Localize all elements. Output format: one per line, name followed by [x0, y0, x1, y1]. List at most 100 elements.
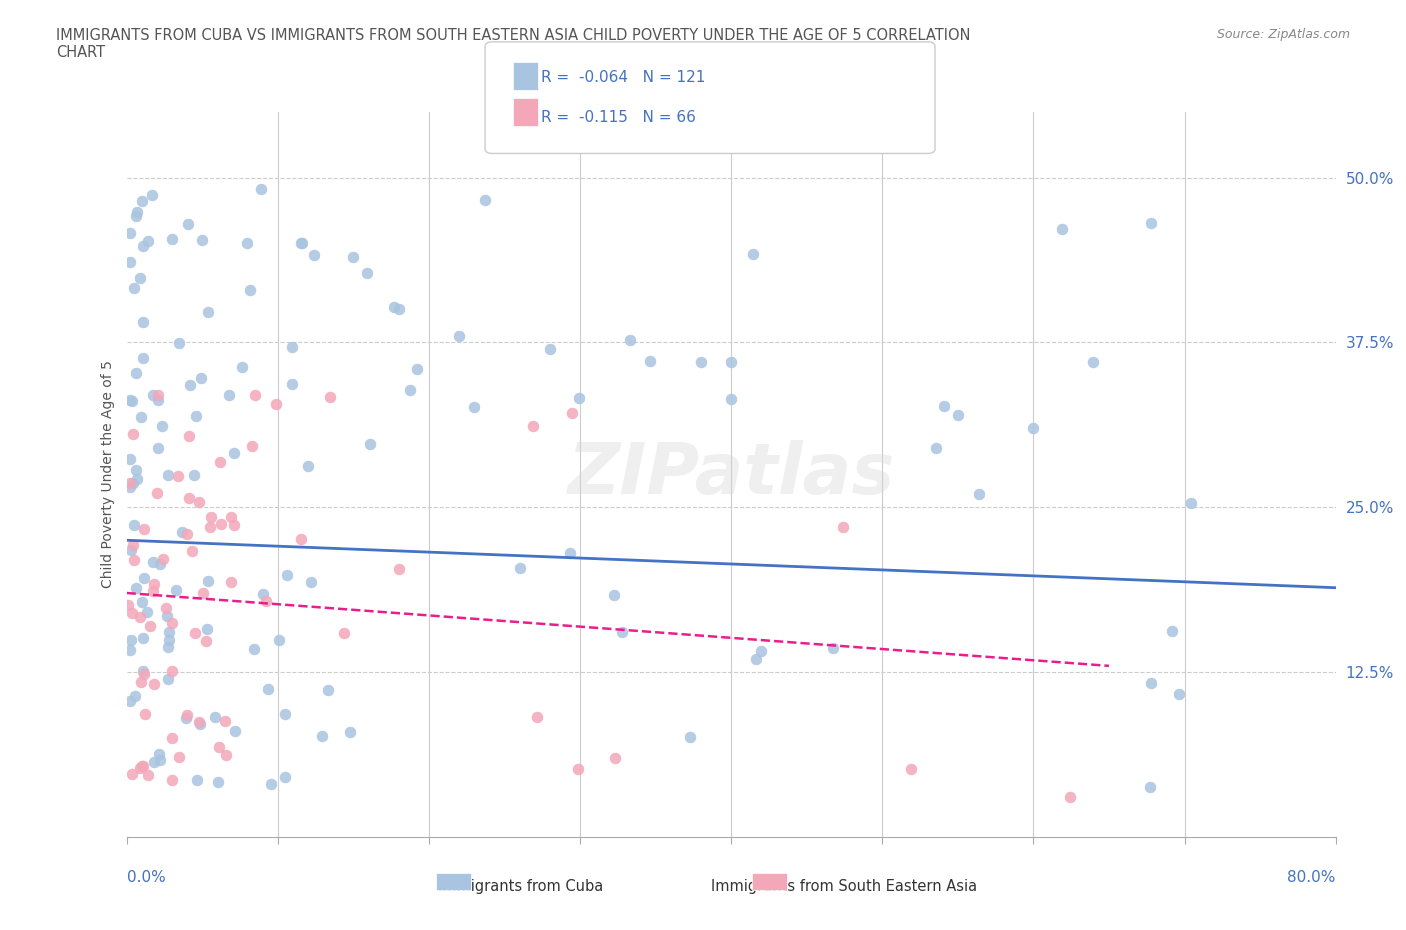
Point: [252, 586, 274, 601]
Point: [120, 475, 142, 490]
Point: [388, 562, 411, 577]
Text: ZIPatlas: ZIPatlas: [568, 440, 894, 509]
Point: [207, 774, 229, 789]
Point: [1161, 624, 1184, 639]
Point: [188, 495, 211, 510]
Point: [118, 226, 141, 241]
Point: [447, 328, 470, 343]
Point: [122, 427, 145, 442]
Point: [638, 353, 661, 368]
Point: [197, 573, 219, 588]
Point: [122, 538, 145, 552]
Point: [152, 551, 174, 566]
Point: [744, 651, 766, 666]
Point: [152, 418, 174, 433]
Point: [142, 584, 165, 599]
Point: [183, 467, 205, 482]
Point: [240, 439, 263, 454]
Text: 80.0%: 80.0%: [1288, 870, 1336, 884]
Point: [124, 581, 146, 596]
Point: [526, 709, 548, 724]
Point: [967, 486, 990, 501]
Point: [509, 560, 531, 575]
Point: [186, 408, 208, 423]
Point: [157, 632, 180, 647]
Point: [122, 518, 145, 533]
Point: [257, 681, 280, 696]
Point: [560, 405, 582, 420]
Point: [221, 574, 243, 589]
Point: [143, 755, 166, 770]
Point: [399, 382, 422, 397]
Point: [281, 377, 304, 392]
Point: [148, 746, 170, 761]
Point: [149, 752, 172, 767]
Point: [405, 362, 427, 377]
Point: [157, 468, 180, 483]
Point: [560, 546, 582, 561]
Point: [239, 283, 262, 298]
Point: [304, 247, 326, 262]
Point: [128, 761, 150, 776]
Point: [219, 510, 242, 525]
Point: [297, 458, 319, 473]
Point: [179, 378, 201, 392]
Point: [131, 759, 153, 774]
Point: [209, 517, 232, 532]
Point: [118, 694, 141, 709]
Point: [832, 519, 855, 534]
Point: [236, 236, 259, 251]
Point: [132, 239, 155, 254]
Point: [1022, 420, 1045, 435]
Point: [214, 713, 236, 728]
Point: [156, 608, 179, 623]
Point: [122, 475, 145, 490]
Point: [311, 729, 333, 744]
Point: [1081, 354, 1104, 369]
Point: [160, 232, 183, 246]
Point: [128, 610, 150, 625]
Point: [1180, 496, 1202, 511]
Point: [122, 552, 145, 567]
Point: [121, 393, 143, 408]
Point: [190, 232, 212, 247]
Point: [132, 631, 155, 645]
Point: [190, 370, 212, 385]
Point: [1139, 215, 1161, 230]
Point: [156, 671, 179, 686]
Point: [176, 708, 198, 723]
Point: [186, 773, 208, 788]
Point: [159, 625, 181, 640]
Point: [142, 577, 165, 591]
Point: [125, 472, 148, 487]
Point: [132, 759, 155, 774]
Point: [131, 193, 153, 208]
Point: [131, 594, 153, 609]
Point: [900, 762, 922, 777]
Point: [198, 520, 221, 535]
Point: [167, 750, 190, 764]
Text: Immigrants from South Eastern Asia: Immigrants from South Eastern Asia: [710, 879, 977, 894]
Text: R =  -0.064   N = 121: R = -0.064 N = 121: [541, 70, 706, 85]
Point: [180, 543, 202, 558]
Point: [333, 626, 356, 641]
Point: [291, 235, 314, 250]
Point: [538, 341, 561, 356]
Point: [742, 246, 765, 261]
Point: [136, 233, 159, 248]
Point: [946, 407, 969, 422]
Point: [120, 632, 142, 647]
Point: [208, 455, 231, 470]
Point: [121, 605, 143, 620]
Point: [132, 315, 155, 330]
Point: [274, 707, 297, 722]
Point: [749, 644, 772, 658]
Point: [200, 510, 222, 525]
Point: [125, 208, 148, 223]
Point: [290, 235, 312, 250]
Point: [276, 567, 298, 582]
Point: [382, 299, 405, 314]
Point: [934, 399, 956, 414]
Point: [143, 676, 166, 691]
Point: [117, 597, 139, 612]
